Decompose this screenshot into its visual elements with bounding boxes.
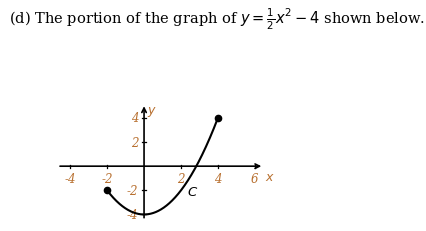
Text: 6: 6 <box>251 173 259 185</box>
Text: $y$: $y$ <box>147 105 157 119</box>
Text: 4: 4 <box>214 173 222 185</box>
Text: 4: 4 <box>131 112 138 125</box>
Text: 2: 2 <box>131 136 138 149</box>
Text: -2: -2 <box>127 184 138 197</box>
Text: -4: -4 <box>127 208 138 221</box>
Text: -2: -2 <box>101 173 113 185</box>
Text: $x$: $x$ <box>265 171 275 184</box>
Text: (d) The portion of the graph of $y = \frac{1}{2}x^2 - 4$ shown below.: (d) The portion of the graph of $y = \fr… <box>9 7 425 32</box>
Text: -4: -4 <box>64 173 76 185</box>
Text: $C$: $C$ <box>187 185 198 198</box>
Text: 2: 2 <box>177 173 185 185</box>
